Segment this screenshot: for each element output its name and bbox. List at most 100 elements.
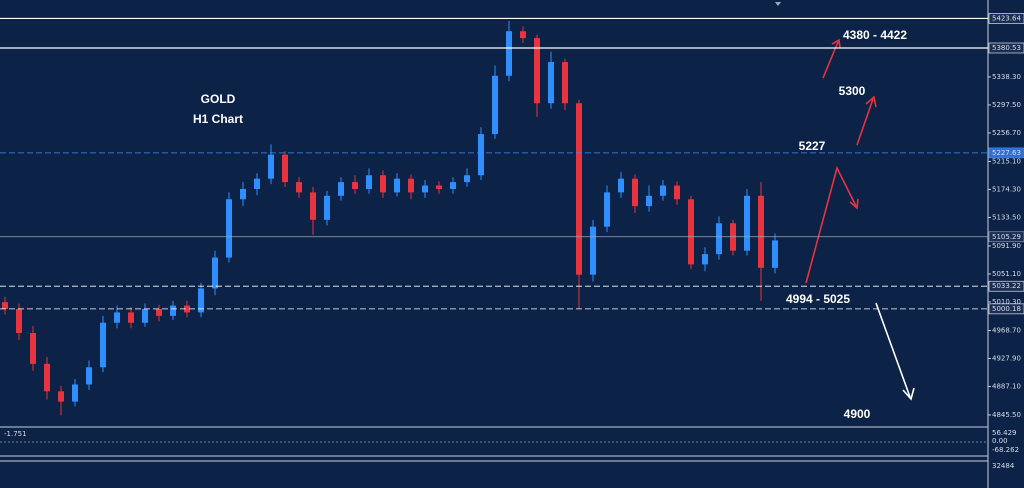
y-tick-label: 5338.30 <box>992 73 1021 81</box>
level-label: 5000.18 <box>992 305 1021 313</box>
candle-body <box>520 31 526 39</box>
candle-body <box>254 178 260 189</box>
candle-body <box>86 367 92 385</box>
candle-body <box>2 302 8 309</box>
indicator-label: -68.262 <box>992 446 1019 454</box>
level-label-box <box>988 42 1024 54</box>
arrows <box>805 38 915 401</box>
y-tick-label: 5174.30 <box>992 185 1021 193</box>
candle-body <box>422 185 428 193</box>
candle-body <box>324 195 330 220</box>
chart-title: GOLD <box>201 92 236 106</box>
candle-body <box>100 322 106 368</box>
level-label-box <box>988 280 1024 292</box>
y-tick-label: 5256.70 <box>992 129 1021 137</box>
arrow <box>805 165 859 284</box>
level-label: 5380.53 <box>992 44 1021 52</box>
candle-body <box>30 333 36 364</box>
candle-body <box>604 192 610 227</box>
y-tick-label: 5091.90 <box>992 242 1021 250</box>
y-tick-label: 5297.50 <box>992 101 1021 109</box>
candle-body <box>688 199 694 265</box>
candle-body <box>772 240 778 268</box>
indicator-label: 56.429 <box>992 429 1017 437</box>
candle-body <box>562 62 568 104</box>
level-label-box <box>988 231 1024 243</box>
candle-body <box>170 305 176 316</box>
candle-body <box>408 178 414 193</box>
candle-body <box>58 391 64 402</box>
arrow <box>856 95 877 146</box>
candle-body <box>758 195 764 268</box>
candle-body <box>576 103 582 275</box>
indicator-label: 0.00 <box>992 437 1008 445</box>
y-tick-label: 4927.90 <box>992 354 1021 362</box>
candle-body <box>450 182 456 189</box>
candle-body <box>44 363 50 392</box>
candle-body <box>240 188 246 200</box>
y-tick-label: 4845.50 <box>992 411 1021 419</box>
annotation: 4900 <box>844 407 871 421</box>
chart-subtitle: H1 Chart <box>193 112 243 126</box>
candle-body <box>366 175 372 189</box>
annotation: 5227 <box>799 139 826 153</box>
y-tick-label: 5051.10 <box>992 270 1021 278</box>
candle-body <box>464 175 470 183</box>
candle-body <box>744 195 750 251</box>
level-label-box <box>988 303 1024 315</box>
level-label: 5105.29 <box>992 233 1021 241</box>
y-tick-label: 4887.10 <box>992 382 1021 390</box>
level-label-box <box>988 147 1024 159</box>
candle-body <box>156 308 162 316</box>
candle-body <box>548 62 554 104</box>
y-tick-label: 5133.50 <box>992 213 1021 221</box>
candle-body <box>534 38 540 104</box>
candle-body <box>716 223 722 255</box>
candle-body <box>702 254 708 265</box>
level-label: 5227.63 <box>992 149 1021 157</box>
candle-body <box>590 226 596 275</box>
candle-body <box>72 384 78 402</box>
annotation: 4380 - 4422 <box>843 28 907 42</box>
candle-body <box>338 182 344 196</box>
y-tick-label: 4968.70 <box>992 326 1021 334</box>
level-label-box <box>988 13 1024 24</box>
candle-body <box>618 178 624 193</box>
indicator-label: 32484 <box>992 462 1015 470</box>
annotation: 5300 <box>839 84 866 98</box>
arrow <box>875 302 915 401</box>
candle-body <box>380 175 386 193</box>
candle-body <box>128 312 134 323</box>
plot <box>2 20 778 416</box>
level-label: 5423.64 <box>992 14 1021 22</box>
y-tick-label: 5010.30 <box>992 298 1021 306</box>
candle-body <box>184 305 190 313</box>
scroll-marker <box>775 2 781 6</box>
y-tick-label: 5215.10 <box>992 157 1021 165</box>
candle-body <box>226 199 232 258</box>
candle-body <box>394 178 400 193</box>
annotation: 4994 - 5025 <box>786 292 850 306</box>
candle-body <box>492 75 498 135</box>
candle-body <box>142 308 148 323</box>
candle-body <box>268 154 274 179</box>
candle-body <box>506 31 512 76</box>
candle-body <box>114 312 120 323</box>
candle-body <box>660 185 666 196</box>
candle-body <box>352 182 358 189</box>
candle-body <box>282 154 288 183</box>
candle-body <box>646 195 652 207</box>
candle-body <box>212 257 218 289</box>
candle-body <box>198 288 204 313</box>
candle-body <box>310 192 316 220</box>
candle-body <box>296 182 302 193</box>
candle-body <box>16 308 22 334</box>
candle-body <box>478 134 484 176</box>
candle-body <box>632 178 638 207</box>
indicator-label: -1.751 <box>4 430 27 438</box>
candle-body <box>436 185 442 189</box>
level-label: 5033.22 <box>992 282 1021 290</box>
candle-body <box>674 185 680 200</box>
